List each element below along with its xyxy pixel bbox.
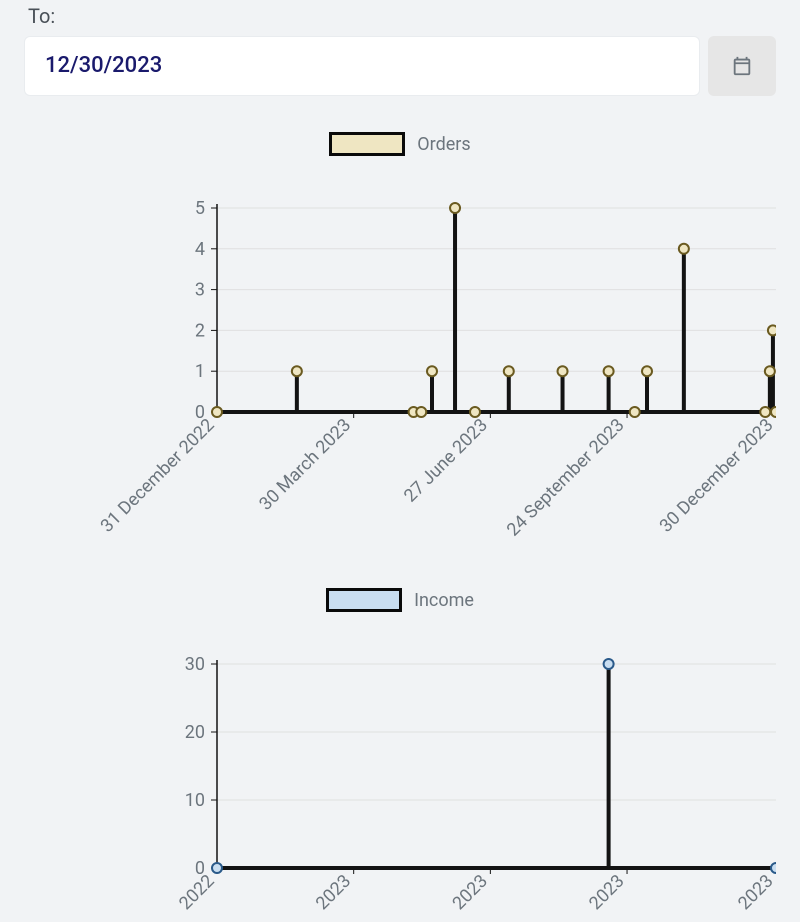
svg-text:2023: 2023 bbox=[312, 871, 355, 914]
svg-text:5: 5 bbox=[195, 198, 205, 219]
svg-text:2023: 2023 bbox=[734, 871, 776, 914]
svg-text:24 September 2023: 24 September 2023 bbox=[503, 415, 629, 541]
svg-text:3: 3 bbox=[195, 280, 205, 301]
income-legend-label: Income bbox=[414, 590, 474, 611]
income-chart: Income 010203020222023202320232023 bbox=[24, 588, 776, 922]
to-label: To: bbox=[28, 4, 776, 28]
svg-text:2023: 2023 bbox=[448, 871, 491, 914]
date-row: 12/30/2023 bbox=[24, 36, 776, 96]
svg-text:2: 2 bbox=[195, 320, 205, 341]
calendar-button[interactable] bbox=[708, 36, 776, 96]
svg-text:2022: 2022 bbox=[175, 871, 218, 914]
svg-text:30 December 2023: 30 December 2023 bbox=[656, 415, 776, 537]
orders-chart: Orders 01234531 December 202230 March 20… bbox=[24, 132, 776, 588]
svg-text:10: 10 bbox=[185, 790, 205, 811]
svg-text:2023: 2023 bbox=[585, 871, 628, 914]
income-chart-svg: 010203020222023202320232023 bbox=[24, 620, 776, 922]
to-date-input[interactable]: 12/30/2023 bbox=[24, 36, 700, 96]
orders-legend: Orders bbox=[24, 132, 776, 156]
orders-chart-svg: 01234531 December 202230 March 202327 Ju… bbox=[24, 164, 776, 584]
orders-legend-swatch bbox=[329, 132, 405, 156]
svg-text:20: 20 bbox=[185, 722, 205, 743]
income-legend-swatch bbox=[326, 588, 402, 612]
svg-text:1: 1 bbox=[195, 361, 205, 382]
svg-text:4: 4 bbox=[195, 239, 205, 260]
income-legend: Income bbox=[24, 588, 776, 612]
svg-text:30 March 2023: 30 March 2023 bbox=[255, 415, 355, 515]
orders-legend-label: Orders bbox=[417, 134, 470, 155]
calendar-icon bbox=[731, 55, 753, 77]
svg-text:30: 30 bbox=[185, 654, 205, 675]
svg-text:27 June 2023: 27 June 2023 bbox=[400, 415, 492, 507]
svg-text:31 December 2022: 31 December 2022 bbox=[97, 415, 219, 537]
